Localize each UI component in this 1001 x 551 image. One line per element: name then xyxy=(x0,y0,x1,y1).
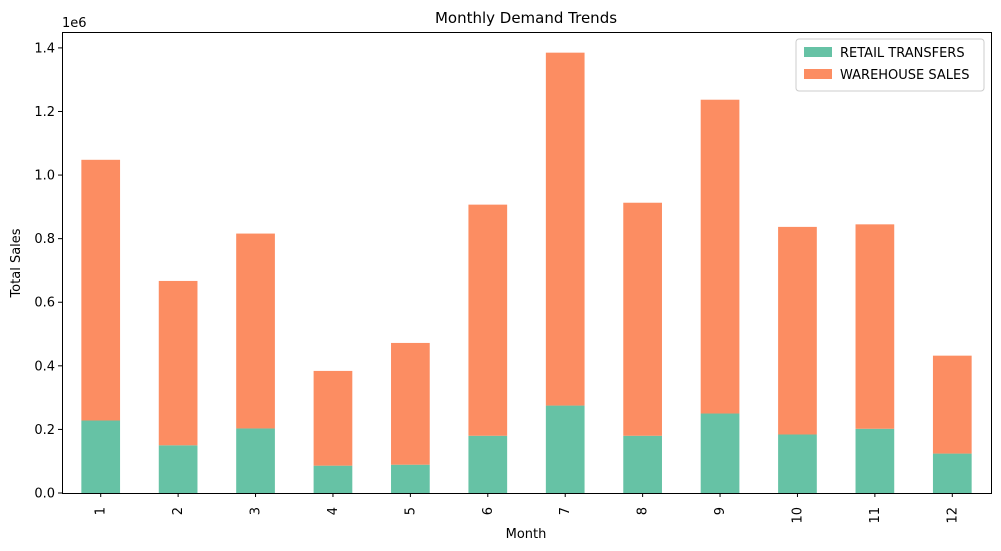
y-tick-label: 1.2 xyxy=(34,105,55,120)
bar-warehouse-sales-month-7 xyxy=(545,52,585,406)
x-tick-label: 2 xyxy=(171,507,186,515)
plot-frame xyxy=(62,32,992,494)
bar-retail-transfers-month-11 xyxy=(855,428,895,493)
bar-retail-transfers-month-12 xyxy=(932,453,972,493)
y-ticks-layer: 0.0 0.2 0.4 0.6 0.8 1.0 1.2 1.4 xyxy=(34,41,62,502)
bar-retail-transfers-month-8 xyxy=(623,435,662,493)
x-tick-label: 12 xyxy=(945,507,960,524)
chart-title: Monthly Demand Trends xyxy=(435,9,617,27)
y-tick-label: 0.2 xyxy=(34,423,55,438)
x-tick-label: 9 xyxy=(713,507,728,515)
bar-retail-transfers-month-10 xyxy=(778,434,817,493)
bar-warehouse-sales-month-5 xyxy=(391,342,430,465)
bar-retail-transfers-month-7 xyxy=(545,405,585,493)
bar-warehouse-sales-month-11 xyxy=(855,224,895,429)
legend-swatch xyxy=(804,47,832,57)
legend-label: RETAIL TRANSFERS xyxy=(840,46,965,61)
y-offset-label: 1e6 xyxy=(62,16,87,31)
bar-warehouse-sales-month-3 xyxy=(236,233,275,429)
bar-retail-transfers-month-2 xyxy=(158,445,198,493)
bar-retail-transfers-month-9 xyxy=(700,413,740,493)
bar-warehouse-sales-month-4 xyxy=(313,370,353,466)
x-tick-label: 6 xyxy=(481,507,496,515)
bars-layer xyxy=(81,52,972,493)
bar-retail-transfers-month-4 xyxy=(313,465,353,493)
x-tick-label: 7 xyxy=(558,507,573,515)
bar-warehouse-sales-month-1 xyxy=(81,159,121,421)
legend-label: WAREHOUSE SALES xyxy=(840,68,970,83)
x-tick-label: 5 xyxy=(403,507,418,515)
bar-warehouse-sales-month-6 xyxy=(468,204,508,436)
x-axis-label: Month xyxy=(506,527,547,542)
bar-retail-transfers-month-6 xyxy=(468,435,508,493)
y-tick-label: 0.0 xyxy=(34,487,55,502)
x-ticks-layer: 1 2 3 4 5 6 7 8 9 10 11 12 xyxy=(94,493,960,524)
bar-warehouse-sales-month-12 xyxy=(932,355,972,454)
x-tick-label: 3 xyxy=(249,507,264,515)
y-tick-label: 0.6 xyxy=(34,296,55,311)
x-tick-label: 8 xyxy=(636,507,651,515)
legend: RETAIL TRANSFERS WAREHOUSE SALES xyxy=(795,38,985,92)
x-tick-label: 1 xyxy=(94,507,109,515)
x-tick-label: 11 xyxy=(868,507,883,524)
bar-retail-transfers-month-5 xyxy=(391,464,430,493)
y-tick-label: 0.8 xyxy=(34,232,55,247)
y-tick-label: 0.4 xyxy=(34,359,55,374)
legend-swatch xyxy=(804,69,832,79)
y-tick-label: 1.4 xyxy=(34,41,55,56)
bar-retail-transfers-month-1 xyxy=(81,420,121,493)
bar-warehouse-sales-month-10 xyxy=(778,226,817,435)
legend-box xyxy=(795,38,985,92)
y-tick-label: 1.0 xyxy=(34,169,55,184)
bar-warehouse-sales-month-8 xyxy=(623,202,662,436)
bar-warehouse-sales-month-2 xyxy=(158,280,198,446)
bar-warehouse-sales-month-9 xyxy=(700,99,740,414)
y-axis-label: Total Sales xyxy=(9,228,24,298)
x-tick-label: 10 xyxy=(790,507,805,524)
bar-retail-transfers-month-3 xyxy=(236,428,275,493)
x-tick-label: 4 xyxy=(326,507,341,515)
